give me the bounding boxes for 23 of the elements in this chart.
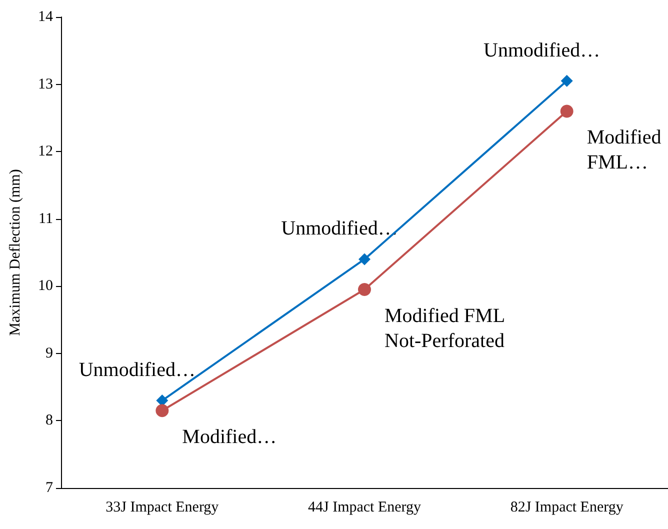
y-tick-label: 11 xyxy=(38,210,53,227)
y-tick-label: 8 xyxy=(46,412,53,429)
x-tick-label: 33J Impact Energy xyxy=(106,500,220,516)
y-tick-label: 14 xyxy=(38,9,54,25)
point xyxy=(156,404,169,418)
annotation: Modified FML Not-Perforated xyxy=(384,305,506,352)
x-tick-label: 44J Impact Energy xyxy=(308,500,422,516)
x-tick-label: 82J Impact Energy xyxy=(510,500,624,516)
annotation: Modified… xyxy=(182,426,277,448)
y-tick-label: 13 xyxy=(38,76,53,92)
y-axis-title: Maximum Deflection (mm) xyxy=(8,169,24,336)
point xyxy=(358,253,370,266)
annotation: Unmodified… xyxy=(78,359,196,382)
y-tick-label: 10 xyxy=(38,278,53,294)
y-tick-label: 12 xyxy=(38,144,53,160)
y-tick-label: 9 xyxy=(46,345,53,362)
point xyxy=(560,104,574,118)
annotation: Unmodified… xyxy=(281,218,398,240)
annotation: Unmodified… xyxy=(484,39,600,62)
y-tick-label: 7 xyxy=(46,480,54,496)
point xyxy=(560,74,573,87)
point xyxy=(358,283,371,296)
annotation: Modified FML… xyxy=(586,126,662,174)
